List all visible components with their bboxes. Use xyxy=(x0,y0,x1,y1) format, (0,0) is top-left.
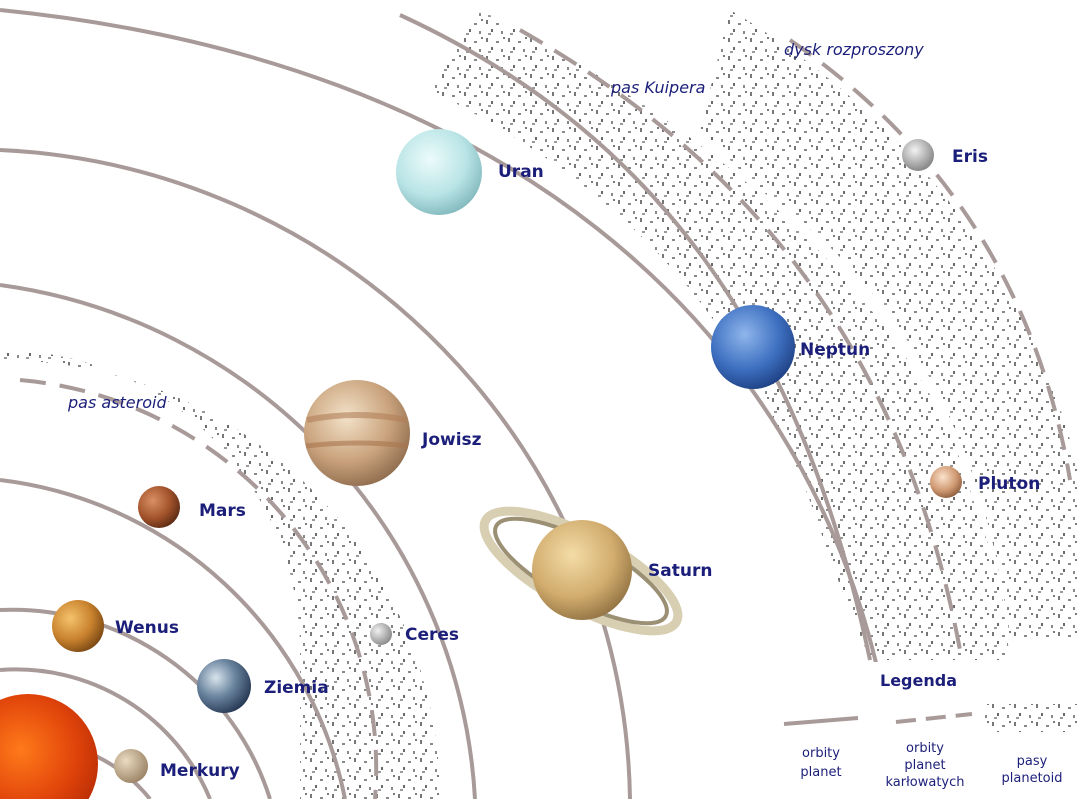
neptun-planet xyxy=(711,305,795,389)
legend-dwarf-line2: planet xyxy=(904,758,945,773)
legend-orbits-line2: planet xyxy=(800,765,841,780)
orbit-saturn xyxy=(0,148,632,799)
legend-dwarf-line3: karłowatych xyxy=(885,775,964,790)
legend-dwarf-sample xyxy=(895,712,973,724)
label-uran: Uran xyxy=(498,162,544,182)
sun xyxy=(0,694,98,799)
jowisz-planet xyxy=(304,380,410,486)
label-merkury: Merkury xyxy=(160,761,240,781)
uran-planet xyxy=(396,129,482,215)
ceres-planet xyxy=(370,623,392,645)
legend-belts-line2: planetoid xyxy=(1002,771,1063,786)
orbit-pluton xyxy=(519,28,962,651)
label-pluton: Pluton xyxy=(978,474,1040,494)
legend-belts-line1: pasy xyxy=(1017,754,1048,769)
legend-dwarf-line1: orbity xyxy=(906,741,944,756)
label-scattered-disk: dysk rozproszony xyxy=(784,40,924,59)
orbit-mars xyxy=(0,478,347,799)
saturn-planet xyxy=(479,506,683,636)
orbit-wenus xyxy=(0,667,212,799)
merkury-planet xyxy=(114,749,148,783)
orbit-uran xyxy=(0,8,882,681)
pluton-planet xyxy=(930,466,962,498)
label-mars: Mars xyxy=(199,501,246,521)
legend-belt-sample xyxy=(984,704,1080,732)
legend-orbit-sample xyxy=(783,716,859,726)
label-wenus: Wenus xyxy=(115,618,179,638)
kuiper-belt xyxy=(430,10,1010,660)
wenus-planet xyxy=(52,600,104,652)
legend-title: Legenda xyxy=(880,671,957,690)
label-jowisz: Jowisz xyxy=(421,430,482,450)
orbit-eris xyxy=(788,38,1072,481)
mars-planet xyxy=(138,486,180,528)
dwarf-orbits xyxy=(19,28,1072,799)
asteroid-belt xyxy=(0,350,440,799)
label-neptun: Neptun xyxy=(800,340,870,360)
label-ceres: Ceres xyxy=(405,625,459,645)
label-kuiper-belt: pas Kuipera xyxy=(610,78,705,97)
orbit-ziemia xyxy=(0,607,272,799)
orbit-ceres xyxy=(19,378,379,799)
legend-orbits-line1: orbity xyxy=(802,746,840,761)
eris-planet xyxy=(902,139,934,171)
label-asteroid-belt: pas asteroid xyxy=(67,393,167,412)
label-eris: Eris xyxy=(952,147,988,167)
legend: Legenda orbity planet orbity planet karł… xyxy=(768,662,1088,799)
orbit-neptun xyxy=(399,13,872,661)
scattered-disk xyxy=(700,10,1080,640)
label-saturn: Saturn xyxy=(648,561,712,581)
ziemia-planet xyxy=(197,659,251,713)
label-ziemia: Ziemia xyxy=(264,678,329,698)
